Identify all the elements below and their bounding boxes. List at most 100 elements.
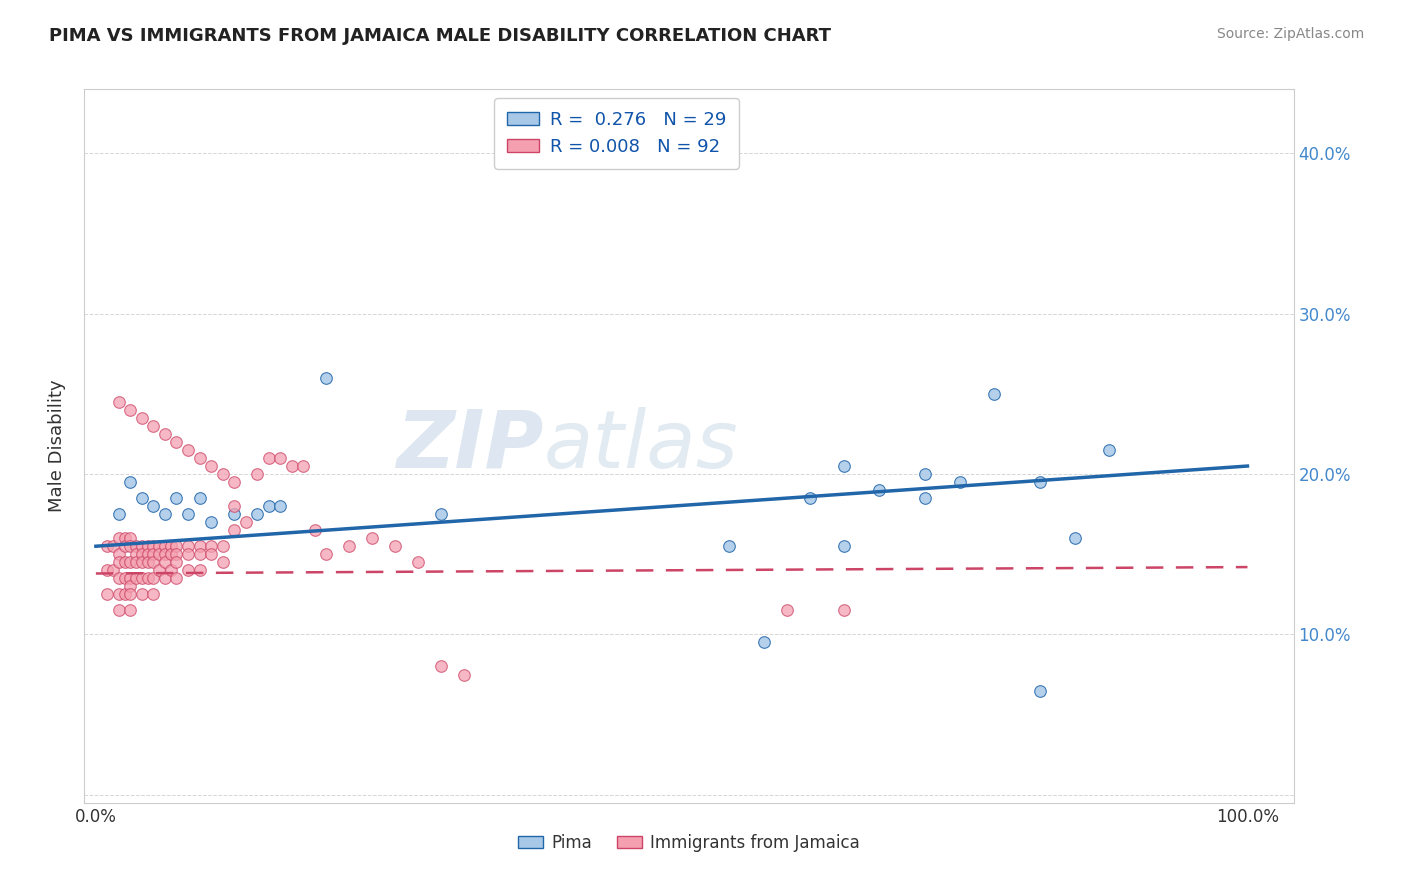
Point bbox=[131, 491, 153, 505]
Point bbox=[120, 531, 142, 545]
Point bbox=[142, 587, 165, 601]
Point bbox=[246, 467, 269, 481]
Point bbox=[211, 467, 233, 481]
Point bbox=[188, 539, 211, 553]
Point bbox=[834, 539, 856, 553]
Point bbox=[361, 531, 384, 545]
Point bbox=[1098, 442, 1121, 457]
Point bbox=[96, 539, 118, 553]
Point bbox=[776, 603, 799, 617]
Point bbox=[142, 547, 165, 561]
Point bbox=[108, 395, 131, 409]
Point bbox=[948, 475, 970, 489]
Point bbox=[200, 515, 222, 529]
Point bbox=[108, 531, 131, 545]
Point bbox=[177, 563, 200, 577]
Point bbox=[1029, 475, 1052, 489]
Point bbox=[120, 539, 142, 553]
Point bbox=[120, 603, 142, 617]
Point bbox=[114, 555, 136, 569]
Point bbox=[315, 371, 337, 385]
Point bbox=[120, 571, 142, 585]
Point bbox=[101, 539, 124, 553]
Point bbox=[131, 547, 153, 561]
Point bbox=[430, 507, 453, 521]
Point bbox=[108, 555, 131, 569]
Point bbox=[136, 555, 159, 569]
Point bbox=[114, 587, 136, 601]
Point bbox=[142, 419, 165, 434]
Point bbox=[120, 587, 142, 601]
Point bbox=[166, 539, 188, 553]
Point bbox=[384, 539, 406, 553]
Point bbox=[983, 387, 1005, 401]
Point bbox=[153, 555, 176, 569]
Text: ZIP: ZIP bbox=[396, 407, 544, 485]
Point bbox=[166, 435, 188, 450]
Point bbox=[101, 563, 124, 577]
Point bbox=[718, 539, 741, 553]
Point bbox=[159, 539, 181, 553]
Point bbox=[131, 587, 153, 601]
Point bbox=[136, 571, 159, 585]
Point bbox=[235, 515, 257, 529]
Point bbox=[136, 539, 159, 553]
Point bbox=[142, 539, 165, 553]
Point bbox=[211, 555, 233, 569]
Point bbox=[211, 539, 233, 553]
Point bbox=[120, 475, 142, 489]
Text: Source: ZipAtlas.com: Source: ZipAtlas.com bbox=[1216, 27, 1364, 41]
Point bbox=[453, 667, 475, 681]
Point bbox=[153, 571, 176, 585]
Point bbox=[114, 531, 136, 545]
Point bbox=[914, 491, 936, 505]
Point bbox=[131, 555, 153, 569]
Point bbox=[304, 523, 326, 537]
Point bbox=[125, 571, 148, 585]
Point bbox=[166, 555, 188, 569]
Point bbox=[131, 411, 153, 425]
Text: PIMA VS IMMIGRANTS FROM JAMAICA MALE DISABILITY CORRELATION CHART: PIMA VS IMMIGRANTS FROM JAMAICA MALE DIS… bbox=[49, 27, 831, 45]
Point bbox=[430, 659, 453, 673]
Point bbox=[337, 539, 360, 553]
Point bbox=[148, 563, 170, 577]
Point bbox=[148, 547, 170, 561]
Point bbox=[188, 563, 211, 577]
Point bbox=[131, 571, 153, 585]
Point bbox=[125, 555, 148, 569]
Point bbox=[408, 555, 430, 569]
Point bbox=[96, 587, 118, 601]
Point bbox=[142, 571, 165, 585]
Point bbox=[868, 483, 890, 497]
Point bbox=[834, 458, 856, 473]
Point bbox=[166, 547, 188, 561]
Point bbox=[177, 507, 200, 521]
Point bbox=[120, 403, 142, 417]
Point bbox=[200, 547, 222, 561]
Point bbox=[120, 555, 142, 569]
Point bbox=[177, 539, 200, 553]
Point bbox=[114, 571, 136, 585]
Text: atlas: atlas bbox=[544, 407, 738, 485]
Point bbox=[292, 458, 315, 473]
Point bbox=[914, 467, 936, 481]
Point bbox=[142, 499, 165, 513]
Point bbox=[131, 539, 153, 553]
Point bbox=[834, 603, 856, 617]
Point bbox=[108, 587, 131, 601]
Point bbox=[142, 555, 165, 569]
Point bbox=[188, 450, 211, 465]
Point bbox=[153, 427, 176, 442]
Point bbox=[269, 450, 291, 465]
Point bbox=[108, 603, 131, 617]
Point bbox=[177, 547, 200, 561]
Point bbox=[752, 635, 775, 649]
Point bbox=[108, 507, 131, 521]
Point bbox=[159, 547, 181, 561]
Point bbox=[177, 442, 200, 457]
Point bbox=[153, 539, 176, 553]
Point bbox=[188, 491, 211, 505]
Point bbox=[280, 458, 302, 473]
Point bbox=[222, 499, 245, 513]
Point bbox=[1029, 683, 1052, 698]
